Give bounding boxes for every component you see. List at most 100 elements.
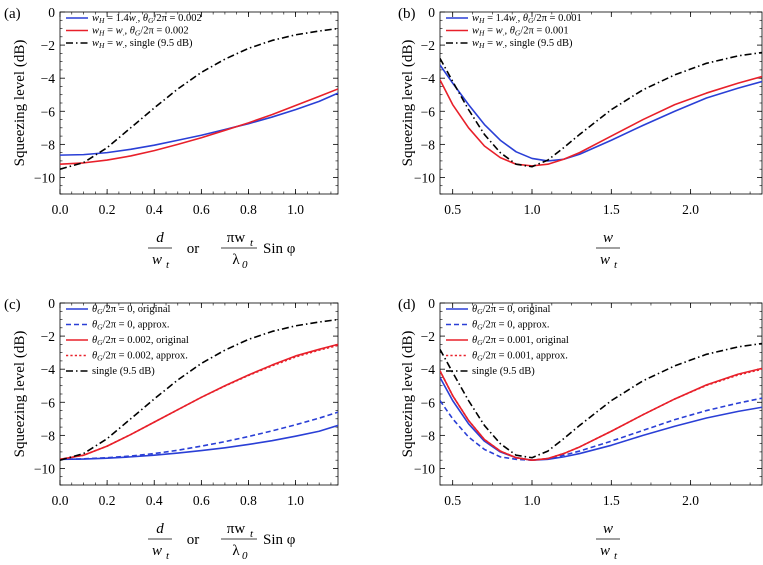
legend-label: wH​ = w.​, θG​/2π = 0.001: [472, 26, 569, 38]
series-line-wh-1-4w-g-2-0-001: [440, 64, 762, 162]
panel-label: (a): [4, 6, 21, 22]
x-tick-label: 0.2: [99, 202, 116, 217]
x-tick-label: 0.5: [444, 202, 461, 217]
y-tick-label: −2: [421, 329, 435, 344]
plot-frame: [59, 11, 339, 195]
y-tick-label: −8: [421, 137, 436, 152]
x-label-subscript: t: [166, 550, 170, 562]
x-tick-label: 1.0: [287, 493, 304, 508]
legend-label: wH​ = 1.4w.​, θG​/2π = 0.001: [472, 13, 582, 25]
y-tick-label: −8: [41, 428, 56, 443]
x-tick-label: 0.6: [193, 493, 210, 508]
series-line--g-2-0-002-approx-: [60, 344, 338, 461]
legend-label: wH​ = w.​, single (9.5 dB): [92, 38, 193, 50]
legend-label: θG​/2π = 0, approx.: [472, 320, 550, 332]
x-tick-label: 1.0: [524, 202, 541, 217]
y-tick-label: −8: [421, 428, 436, 443]
legend-label: θG​/2π = 0.002, original: [92, 335, 189, 347]
panel-label: (c): [4, 297, 21, 313]
legend-label: θG​/2π = 0.001, original: [472, 335, 569, 347]
panel-a: −10 −8 −6 −4 −2 0 0.0 0.2 0.4 0.6 0.8 1.0 wH​ = 1.4w…: [4, 5, 339, 271]
y-axis-label: Squeezing level (dB): [400, 40, 416, 167]
y-tick-label: 0: [428, 296, 435, 311]
y-tick-label: 0: [48, 296, 55, 311]
y-axis-label: Squeezing level (dB): [12, 331, 28, 458]
x-label-denominator: w: [600, 543, 610, 559]
x-label-denominator: λ: [232, 543, 240, 559]
x-tick-label: 0.0: [52, 202, 69, 217]
y-tick-label: −2: [41, 38, 55, 53]
x-tick-label: 0.8: [240, 202, 257, 217]
y-tick-label: −6: [421, 104, 436, 119]
x-label-denominator: λ: [232, 252, 240, 268]
legend-label: θG​/2π = 0.001, approx.: [472, 351, 568, 363]
x-label-denominator: w: [152, 252, 162, 268]
series-line-single-9-5-db-: [440, 342, 762, 459]
y-tick-label: −8: [41, 137, 56, 152]
y-axis-label: Squeezing level (dB): [400, 331, 416, 458]
x-label-subscript: 0: [242, 259, 248, 271]
panel-d: −10 −8 −6 −4 −2 0 0.5 1.0 1.5 2.0 θG​/2π = 0, orig…: [398, 296, 763, 562]
x-label-numerator: w: [603, 230, 613, 246]
y-tick-label: −10: [414, 461, 435, 476]
y-tick-label: −4: [41, 362, 56, 377]
x-tick-label: 2.0: [682, 202, 699, 217]
x-tick-label: 0.0: [52, 493, 69, 508]
y-tick-label: −10: [414, 170, 435, 185]
legend-label: single (9.5 dB): [92, 366, 155, 377]
series-line-wh-1-4w-g-2-0-002: [60, 92, 338, 156]
x-label-or: or: [187, 532, 200, 548]
x-tick-label: 0.6: [193, 202, 210, 217]
y-tick-label: −4: [41, 71, 56, 86]
y-axis-label: Squeezing level (dB): [12, 40, 28, 167]
x-label-subscript: t: [614, 550, 618, 562]
y-tick-label: −2: [421, 38, 435, 53]
x-label-numerator: πw: [227, 230, 246, 246]
panel-label: (d): [398, 297, 416, 313]
y-tick-label: −6: [41, 104, 56, 119]
x-tick-label: 2.0: [682, 493, 699, 508]
legend-label: wH​ = w.​, single (9.5 dB): [472, 38, 573, 50]
legend-label: wH​ = w.​, θG​/2π = 0.002: [92, 26, 189, 38]
y-tick-label: −6: [421, 395, 436, 410]
series-line--g-2-0-001-original: [440, 367, 762, 461]
legend-label: θG​/2π = 0.002, approx.: [92, 351, 188, 363]
x-label-numerator: w: [603, 521, 613, 537]
legend-label: θG​/2π = 0, approx.: [92, 320, 170, 332]
x-label-subscript: t: [614, 259, 618, 271]
x-tick-label: 1.0: [524, 493, 541, 508]
x-label-function: Sin φ: [263, 532, 296, 548]
y-tick-label: −10: [34, 461, 55, 476]
legend-label: θG​/2π = 0, original: [92, 304, 170, 316]
x-tick-label: 1.5: [603, 493, 620, 508]
x-tick-label: 0.5: [444, 493, 461, 508]
x-label-or: or: [187, 241, 200, 257]
series-line--g-2-0-original: [440, 377, 762, 461]
y-tick-label: −4: [421, 71, 436, 86]
x-label-subscript: t: [166, 259, 170, 271]
x-tick-label: 0.2: [99, 493, 116, 508]
series-line--g-2-0-original: [60, 424, 338, 461]
x-label-subscript: 0: [242, 550, 248, 562]
panel-b: −10 −8 −6 −4 −2 0 0.5 1.0 1.5 2.0 wH​ = 1.4w.​, θG…: [398, 5, 763, 271]
x-tick-label: 0.4: [146, 493, 163, 508]
y-tick-label: −4: [421, 362, 436, 377]
y-tick-label: 0: [428, 5, 435, 20]
legend-label: wH​ = 1.4w.​, θG​/2π = 0.002: [92, 13, 202, 25]
series-line-wh-w-single-9-5-db-: [440, 51, 762, 168]
y-tick-label: 0: [48, 5, 55, 20]
x-label-function: Sin φ: [263, 241, 296, 257]
legend-label: single (9.5 dB): [472, 366, 535, 377]
x-tick-label: 0.4: [146, 202, 163, 217]
x-label-denominator: w: [152, 543, 162, 559]
x-tick-label: 1.0: [287, 202, 304, 217]
x-label-subscript: t: [250, 528, 254, 540]
x-label-numerator: d: [156, 521, 164, 537]
x-label-denominator: w: [600, 252, 610, 268]
series-line--g-2-0-001-approx-: [440, 368, 762, 461]
x-label-numerator: πw: [227, 521, 246, 537]
x-label-subscript: t: [250, 237, 254, 249]
y-tick-label: −10: [34, 170, 55, 185]
series-line-wh-w-g-2-0-001: [440, 75, 762, 167]
